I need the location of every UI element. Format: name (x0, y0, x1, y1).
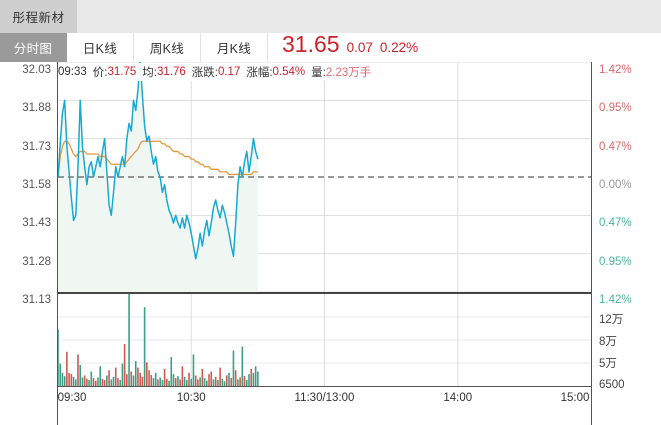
price-axis-left: 32.03 31.88 31.73 31.58 31.43 31.28 31.13 (0, 62, 56, 425)
tab-daily-k-label: 日K线 (82, 42, 118, 56)
percent-axis-tick: 0.95% (599, 255, 632, 268)
volume-axis-tick: 6500 (599, 379, 625, 391)
volume-series-svg (58, 294, 591, 386)
plot-box: 09:30 10:30 11:30/13:00 14:00 15:00 (57, 62, 592, 425)
price-axis-tick: 31.58 (22, 179, 51, 191)
info-change-value: 0.17 (217, 66, 241, 78)
price-axis-tick: 31.73 (22, 140, 51, 153)
price-axis-tick: 31.43 (22, 217, 51, 230)
percent-axis-tick: 0.47% (599, 217, 632, 230)
info-avg-label: 均: (142, 67, 157, 79)
info-volume-value: 2.23万手 (325, 67, 372, 79)
volume-axis-tick: 8万 (599, 336, 617, 348)
time-axis: 09:30 10:30 11:30/13:00 14:00 15:00 (58, 388, 591, 418)
volume-axis-tick: 5万 (599, 358, 617, 370)
price-series-svg (58, 62, 591, 292)
window-title-bar: 彤程新材 (0, 0, 661, 33)
info-change-label: 涨跌: (191, 67, 218, 79)
intraday-chart[interactable]: 32.03 31.88 31.73 31.58 31.43 31.28 31.13 1.42… (0, 62, 661, 425)
percent-axis-tick: 0.00% (599, 179, 632, 191)
volume-panel (58, 294, 591, 387)
tab-daily-k[interactable]: 日K线 (67, 33, 134, 62)
info-volume-label: 量: (311, 67, 326, 79)
stock-name-tab[interactable]: 彤程新材 (0, 0, 77, 33)
time-axis-tick: 11:30/13:00 (294, 392, 355, 404)
time-axis-tick: 14:00 (443, 392, 473, 404)
time-axis-tick: 10:30 (176, 392, 206, 404)
percent-axis-tick: 1.42% (599, 294, 632, 306)
info-price-value: 31.75 (107, 66, 137, 78)
info-price-label: 价: (92, 67, 108, 79)
percent-axis-tick: 0.95% (599, 102, 632, 115)
percent-axis-tick: 1.42% (599, 64, 632, 76)
info-pct-value: 0.54% (272, 66, 306, 78)
price-axis-tick: 31.13 (22, 294, 51, 306)
title-bar-filler (77, 0, 661, 33)
stock-name-label: 彤程新材 (12, 11, 65, 25)
info-avg-value: 31.76 (156, 66, 186, 78)
time-axis-tick: 15:00 (560, 392, 590, 404)
tab-weekly-k[interactable]: 周K线 (134, 33, 201, 62)
percent-axis-tick: 0.47% (599, 140, 632, 153)
tab-minute-chart[interactable]: 分时图 (0, 33, 67, 62)
quote-last-price: 31.65 (282, 31, 340, 57)
tab-weekly-k-label: 周K线 (149, 42, 185, 56)
time-axis-tick: 09:30 (57, 392, 87, 404)
percent-axis-right: 1.42% 0.95% 0.47% 0.00% 0.47% 0.95% 1.42% 12万 8万… (593, 62, 661, 425)
price-axis-tick: 32.03 (22, 64, 51, 76)
volume-axis-tick: 12万 (599, 314, 624, 326)
price-axis-tick: 31.88 (22, 102, 51, 115)
info-pct-label: 涨幅: (246, 67, 273, 79)
tab-minute-chart-label: 分时图 (13, 42, 53, 56)
quote-change-percent: 0.22% (379, 40, 419, 55)
quote-summary: 31.65 0.07 0.22% (268, 33, 418, 62)
tab-monthly-k-label: 月K线 (216, 42, 252, 56)
tab-monthly-k[interactable]: 月K线 (201, 33, 268, 62)
info-time: 09:33 (58, 66, 87, 78)
quote-change-absolute: 0.07 (346, 40, 373, 55)
price-panel (58, 62, 591, 294)
crosshair-info-line: 09:33 价: 31.75 均: 31.76 涨跌: 0.17 涨幅: 0.5… (58, 63, 378, 81)
chart-type-tab-strip: 分时图 日K线 周K线 月K线 31.65 0.07 0.22% (0, 33, 661, 62)
price-axis-tick: 31.28 (22, 255, 51, 268)
